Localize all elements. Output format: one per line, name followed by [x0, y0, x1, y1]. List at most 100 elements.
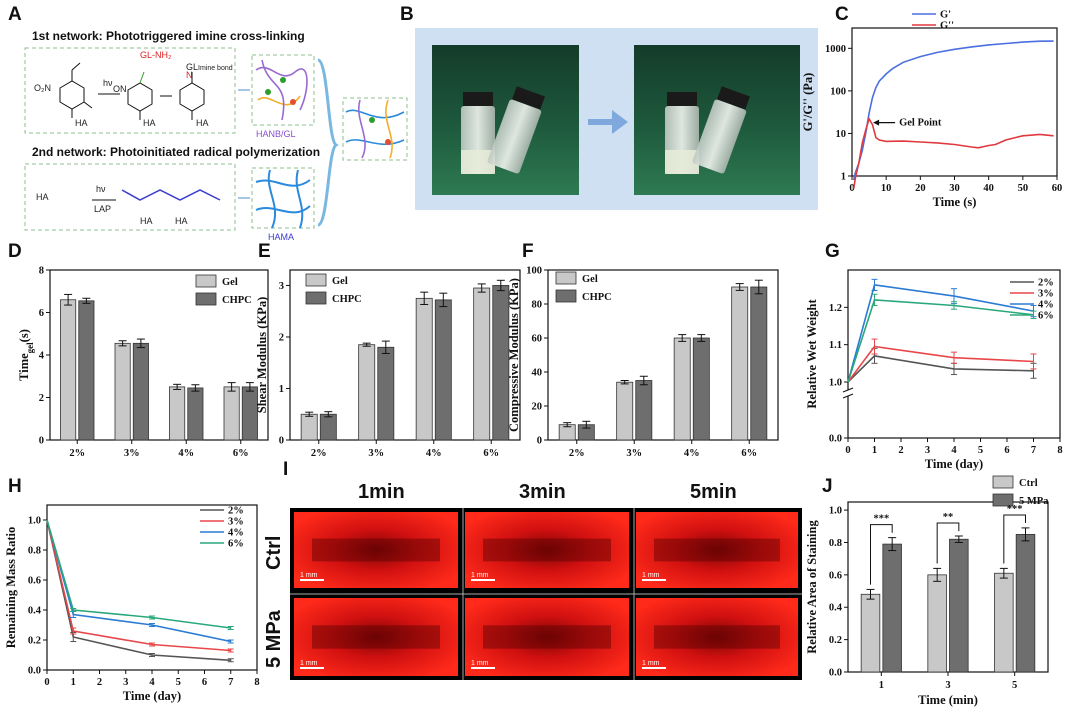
axis-break-mask	[842, 390, 854, 396]
legend-label: CHPC	[222, 295, 252, 306]
legend-swatch	[195, 274, 217, 288]
bar-chpc	[187, 387, 204, 441]
scale-bar-label: 1 mm	[471, 660, 489, 667]
legend-label: Gel	[582, 274, 598, 285]
panel-label-e: E	[258, 241, 271, 262]
x-tick-label: 0	[44, 677, 49, 688]
axis-break-mark	[842, 393, 854, 399]
bar-chpc	[692, 337, 710, 441]
x-tick-label: 10	[881, 183, 892, 194]
x-tick-label: 4%	[684, 448, 700, 459]
bar-chpc	[132, 342, 149, 441]
bar-gel	[673, 337, 691, 441]
y-tick-label: 0.2	[829, 635, 842, 646]
x-tick-label: 7	[228, 677, 233, 688]
panel-label-a: A	[8, 4, 22, 25]
panel-label-g: G	[825, 241, 840, 262]
n-label: N	[186, 70, 193, 80]
x-tick-label: 20	[915, 183, 926, 194]
schematic-panel: 1st network: Phototriggered imine cross-…	[24, 29, 408, 242]
significance-label: ***	[1007, 504, 1023, 515]
series-line-1	[847, 345, 1034, 383]
y-tick-label: 1.0	[829, 506, 842, 517]
legend-label: 3%	[1038, 289, 1054, 300]
y-tick-label: 60	[532, 334, 543, 345]
on-label: ON	[113, 84, 127, 94]
y-tick-label: 0.8	[829, 538, 842, 549]
x-tick-label: 1	[872, 445, 877, 456]
stain-image-5mpa-1min	[294, 598, 458, 676]
x-tick-label: 6%	[741, 448, 757, 459]
legend-swatch	[555, 271, 577, 285]
chart-c: 0 10 20 30 40 50 60 1 10 100 1000 G'G'' G'/G'' (Pa) T…	[801, 10, 1062, 210]
y-tick-label: 40	[532, 368, 543, 379]
y-axis-label: Remaining Mass Ratio	[4, 527, 18, 649]
y-tick-label: 0	[537, 436, 542, 447]
row-label-5mpa: 5 MPa	[263, 609, 285, 668]
network2-frame	[24, 163, 236, 231]
x-tick-label: 6	[202, 677, 207, 688]
x-tick-label: 4%	[426, 448, 442, 459]
legend-label: 6%	[1038, 311, 1054, 322]
bar-gel	[616, 381, 634, 441]
significance-bracket	[1003, 514, 1026, 564]
panel-label-c: C	[835, 4, 849, 25]
hv-label-1: hν	[103, 78, 113, 88]
x-tick-label: 6	[1004, 445, 1009, 456]
y-tick-label: 3	[279, 281, 284, 292]
x-tick-label: 3	[925, 445, 930, 456]
chart-j: 0.0 0.2 0.4 0.6 0.8 1.0 1 3 5 Ctrl 5 MPa Relative A…	[805, 475, 1049, 707]
network1-frame	[24, 47, 236, 134]
y-tick-label: 1000	[825, 44, 846, 55]
y-tick-label: 0	[39, 436, 44, 447]
stain-core-band	[312, 625, 440, 649]
bar-ctrl	[994, 572, 1014, 673]
nitroso-molecule	[127, 71, 153, 120]
series-line-2	[847, 284, 1034, 383]
y-tick-label: 0.8	[28, 546, 41, 557]
legend-label: 5 MPa	[1019, 496, 1049, 507]
x-tick-label: 1	[71, 677, 76, 688]
bar-ctrl	[860, 593, 881, 673]
y-tick-label: 100	[526, 266, 542, 277]
legend-label: Gel	[222, 277, 238, 288]
bar-ctrl	[927, 574, 947, 673]
y-axis-label: Relative Area of Staining	[805, 520, 819, 654]
y-axis-label: Timegel(s)	[17, 329, 35, 381]
stain-core-band	[312, 538, 440, 562]
significance-label: ***	[873, 514, 889, 525]
y-axis-label: Shear Modulus (KPa)	[255, 297, 269, 413]
bar-chpc	[635, 380, 653, 441]
bar-chpc	[319, 413, 337, 441]
x-tick-label: 4%	[178, 448, 194, 459]
x-tick-label: 6%	[233, 448, 249, 459]
y-tick-label: 4	[39, 351, 45, 362]
bar-chpc	[78, 300, 95, 441]
chart-h: 0 1 2 3 4 5 6 7 8 0.0 0.2 0.4 0.6 0.8 1.0 2%3%4%6% Remai…	[4, 504, 260, 703]
vial-photo-panel	[415, 28, 818, 210]
legend-label: G'	[940, 10, 951, 21]
stain-core-band	[483, 538, 611, 562]
scale-bar-label: 1 mm	[300, 660, 318, 667]
x-tick-label: 8	[1057, 445, 1062, 456]
x-tick-label: 8	[254, 677, 259, 688]
bar-chpc	[377, 346, 395, 441]
hanb-network	[255, 59, 308, 121]
bar-5-mpa	[949, 538, 969, 673]
imine-molecule	[179, 72, 205, 120]
legend-label: 4%	[228, 528, 244, 539]
staining-images-panel: 1 mm 1 mm 1 mm1 mm 1 mm 1 mm 1min 3min 5min …	[263, 481, 802, 680]
panel-label-i: I	[283, 459, 288, 480]
series-line-2	[46, 519, 231, 643]
stain-core-band	[654, 625, 780, 649]
y-tick-label: 2	[39, 393, 44, 404]
x-tick-label: 0	[845, 445, 850, 456]
series-line-3	[46, 519, 231, 629]
ipn-frame	[342, 97, 408, 161]
series-line-1	[852, 116, 1054, 189]
significance-bracket	[936, 522, 960, 564]
scale-bar-label: 1 mm	[471, 572, 489, 579]
y-tick-label: 80	[532, 300, 543, 311]
x-axis-label: Time (min)	[918, 693, 978, 707]
